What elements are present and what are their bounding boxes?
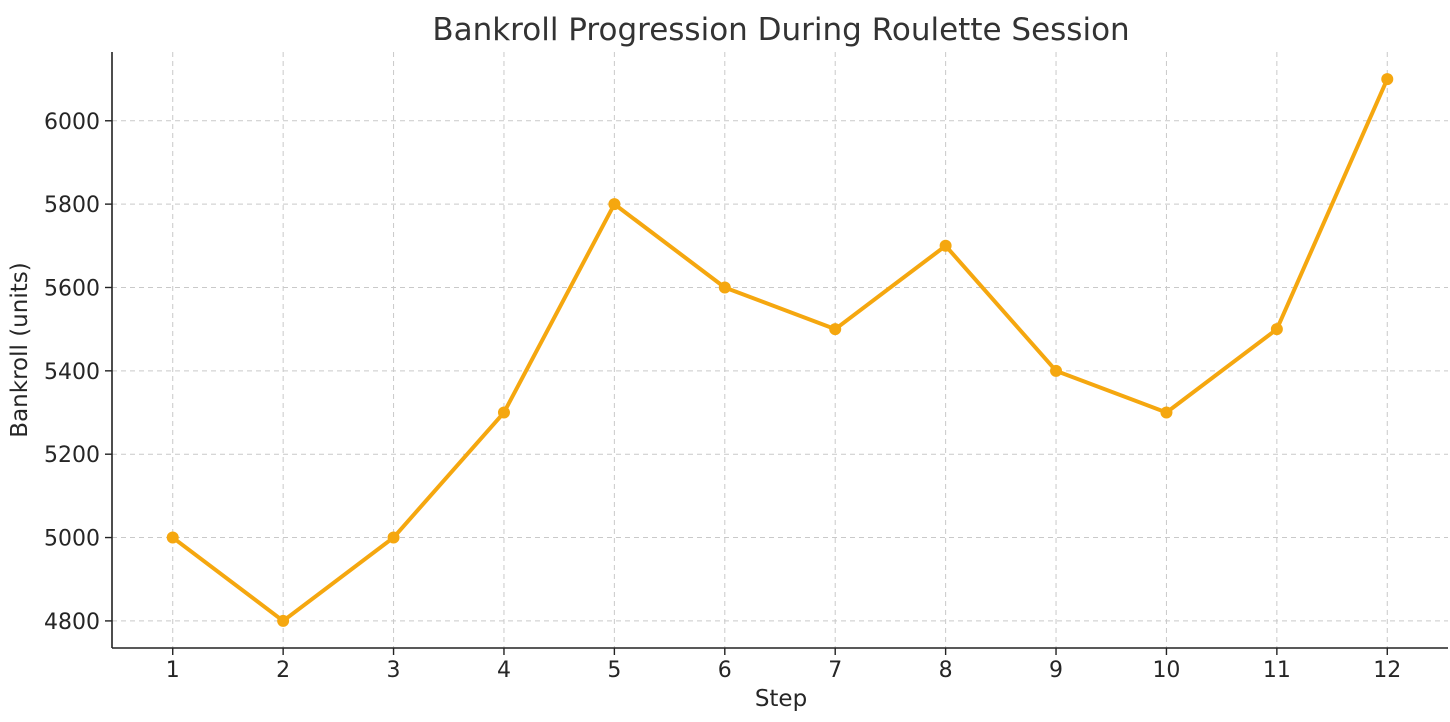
data-point-1: [166, 531, 179, 544]
data-point-11: [1270, 323, 1283, 336]
x-tick-label-3: 3: [387, 658, 401, 683]
y-tick-label-5800: 5800: [44, 193, 100, 218]
grid-lines: [112, 52, 1448, 648]
x-tick-label-6: 6: [718, 658, 732, 683]
y-tick-label-6000: 6000: [44, 110, 100, 135]
y-tick-label-5200: 5200: [44, 443, 100, 468]
y-tick-label-5600: 5600: [44, 276, 100, 301]
y-axis-ticks: 4800 5000 5200 5400 5600 5800 6000: [44, 110, 112, 635]
data-point-5: [608, 198, 621, 211]
x-tick-label-5: 5: [607, 658, 621, 683]
x-axis-ticks: 1 2 3 4 5 6 7 8 9 10 11 12: [166, 648, 1401, 683]
axes-spines: [111, 52, 1448, 649]
x-tick-label-11: 11: [1263, 658, 1291, 683]
x-tick-label-7: 7: [828, 658, 842, 683]
y-tick-label-5400: 5400: [44, 360, 100, 385]
x-axis-label: Step: [755, 686, 807, 712]
x-tick-label-2: 2: [276, 658, 290, 683]
y-tick-label-4800: 4800: [44, 610, 100, 635]
data-point-8: [939, 239, 952, 252]
data-point-6: [718, 281, 731, 294]
x-tick-label-4: 4: [497, 658, 511, 683]
x-tick-label-10: 10: [1152, 658, 1180, 683]
data-point-9: [1050, 364, 1063, 377]
x-tick-label-8: 8: [939, 658, 953, 683]
data-point-4: [497, 406, 510, 419]
data-point-2: [277, 614, 290, 627]
x-tick-label-12: 12: [1373, 658, 1401, 683]
y-axis-label: Bankroll (units): [7, 262, 33, 437]
series-line-0: [170, 77, 1390, 623]
x-tick-label-9: 9: [1049, 658, 1063, 683]
data-point-10: [1160, 406, 1173, 419]
series-layer: [166, 73, 1394, 627]
data-point-12: [1381, 73, 1394, 86]
data-point-3: [387, 531, 400, 544]
x-tick-label-1: 1: [166, 658, 180, 683]
chart-title: Bankroll Progression During Roulette Ses…: [432, 12, 1129, 48]
data-point-7: [829, 323, 842, 336]
y-tick-label-5000: 5000: [44, 527, 100, 552]
